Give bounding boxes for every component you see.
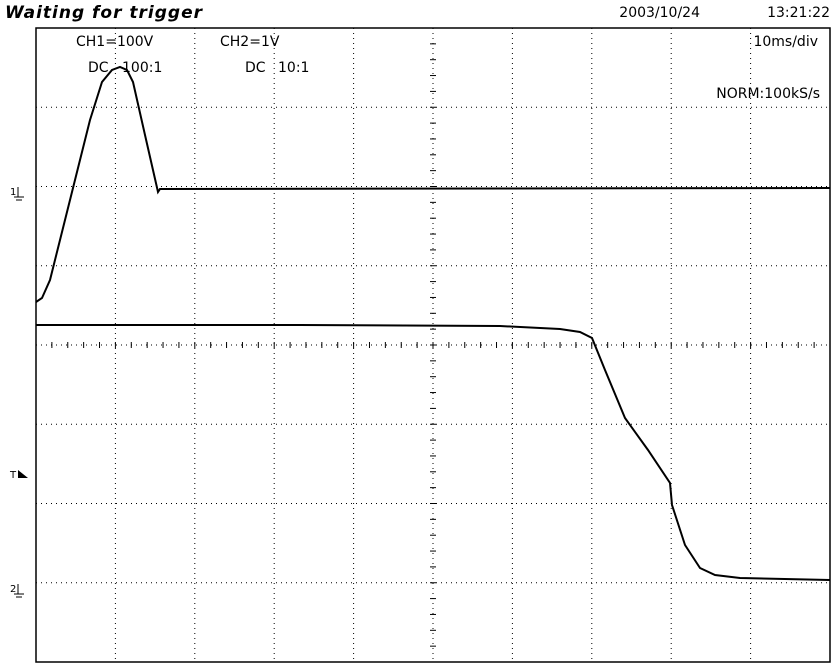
ch2-probe: 10:1 xyxy=(278,60,309,76)
date: 2003/10/24 xyxy=(619,5,700,21)
trigger-arrow xyxy=(18,470,28,478)
ground-symbol xyxy=(14,187,24,201)
ch1-coupling: DC xyxy=(88,60,109,76)
timebase: 10ms/div xyxy=(753,34,818,50)
ch1-probe: 100:1 xyxy=(122,60,162,76)
ch1-scale: CH1=100V xyxy=(76,34,154,50)
acquisition: NORM:100kS/s xyxy=(716,86,820,102)
ch1-marker: 1 xyxy=(10,187,16,198)
ch2-scale: CH2=1V xyxy=(220,34,280,50)
ground-symbol xyxy=(14,584,24,598)
trigger-marker: T xyxy=(9,470,17,481)
status: Waiting for trigger xyxy=(5,3,204,23)
time: 13:21:22 xyxy=(767,5,830,21)
ch2-trace xyxy=(36,324,831,581)
ch1-trace xyxy=(35,65,831,303)
graticule xyxy=(36,28,830,662)
ch2-marker: 2 xyxy=(10,584,16,595)
ch2-coupling: DC xyxy=(245,60,266,76)
